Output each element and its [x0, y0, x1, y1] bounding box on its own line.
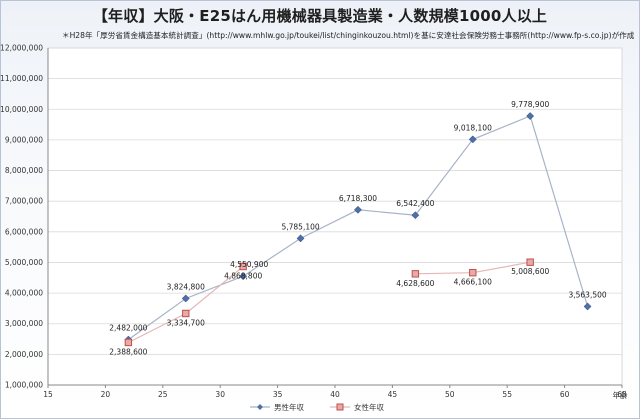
female-marker [469, 268, 477, 277]
y-tick-label: 7,000,000 [5, 197, 43, 206]
data-label: 2,482,000 [109, 324, 147, 333]
data-label: 4,550,900 [230, 260, 268, 269]
legend: 男性年収 女性年収 [250, 402, 384, 412]
male-marker [583, 302, 592, 311]
y-tick-label: 11,000,000 [0, 74, 43, 83]
y-tick-label: 2,000,000 [5, 350, 43, 359]
x-tick-label: 35 [273, 390, 283, 399]
x-tick-label: 60 [560, 390, 570, 399]
male-marker [181, 294, 190, 303]
data-label: 6,718,300 [339, 194, 377, 203]
female-marker [239, 262, 247, 271]
male-marker [526, 112, 535, 120]
x-tick-label: 45 [388, 390, 398, 399]
x-axis-label: 年齢 [613, 390, 628, 400]
male-marker [354, 205, 362, 214]
data-label: 5,785,100 [281, 222, 319, 231]
data-label: 5,008,600 [511, 267, 549, 276]
data-label: 3,334,700 [167, 318, 205, 327]
gridlines [47, 47, 623, 386]
x-tick-label: 65 [617, 390, 627, 399]
legend-marker-female [336, 403, 344, 411]
y-tick-label: 10,000,000 [0, 105, 43, 114]
data-label: 9,018,100 [454, 123, 492, 132]
y-tick-label: 6,000,000 [5, 227, 43, 236]
data-label: 4,868,800 [224, 271, 262, 280]
y-tick-label: 3,000,000 [5, 319, 43, 328]
tick-labels: 1,000,000 2,000,000 3,000,000 4,000,000 5,00… [0, 44, 627, 400]
female-marker [182, 309, 190, 318]
series-markers [124, 112, 592, 347]
y-tick-label: 4,000,000 [5, 289, 43, 298]
chart-source-note: ＊H28年「厚労省賃金構造基本統計調査」(http://www.mhlw.go.… [62, 31, 635, 40]
male-marker [468, 135, 477, 144]
x-tick-label: 15 [43, 390, 53, 399]
data-label: 3,563,500 [568, 290, 606, 299]
data-label: 3,824,800 [167, 282, 205, 291]
y-tick-label: 8,000,000 [5, 166, 43, 175]
male-marker [239, 272, 248, 281]
x-tick-label: 25 [158, 390, 168, 399]
data-label: 9,778,900 [511, 100, 549, 109]
legend-label-male: 男性年収 [274, 402, 304, 412]
chart-title: 【年収】大阪・E25はん用機械器具製造業・人数規模1000人以上 [92, 7, 548, 25]
x-tick-label: 20 [101, 390, 111, 399]
male-marker [411, 211, 420, 220]
data-label: 6,542,400 [396, 199, 434, 208]
female-marker [124, 338, 133, 347]
x-tick-label: 50 [445, 390, 455, 399]
y-tick-label: 12,000,000 [0, 44, 43, 53]
legend-marker-male [257, 404, 263, 410]
y-tick-label: 9,000,000 [5, 135, 43, 144]
data-label: 2,388,600 [109, 347, 147, 356]
x-tick-label: 30 [215, 390, 225, 399]
data-label: 4,628,600 [396, 279, 434, 288]
x-tick-label: 55 [502, 390, 512, 399]
y-tick-label: 5,000,000 [5, 258, 43, 267]
female-marker [411, 270, 420, 278]
axes [47, 48, 623, 388]
data-label: 4,666,100 [454, 278, 492, 287]
female-marker [526, 258, 534, 266]
legend-label-female: 女性年収 [354, 402, 384, 412]
male-marker [296, 234, 305, 243]
plot-area [47, 47, 623, 386]
data-labels: 2,482,000 3,824,800 4,550,900 5,785,100 6,71… [109, 100, 607, 356]
x-tick-label: 40 [330, 390, 340, 399]
y-tick-label: 1,000,000 [5, 381, 43, 390]
